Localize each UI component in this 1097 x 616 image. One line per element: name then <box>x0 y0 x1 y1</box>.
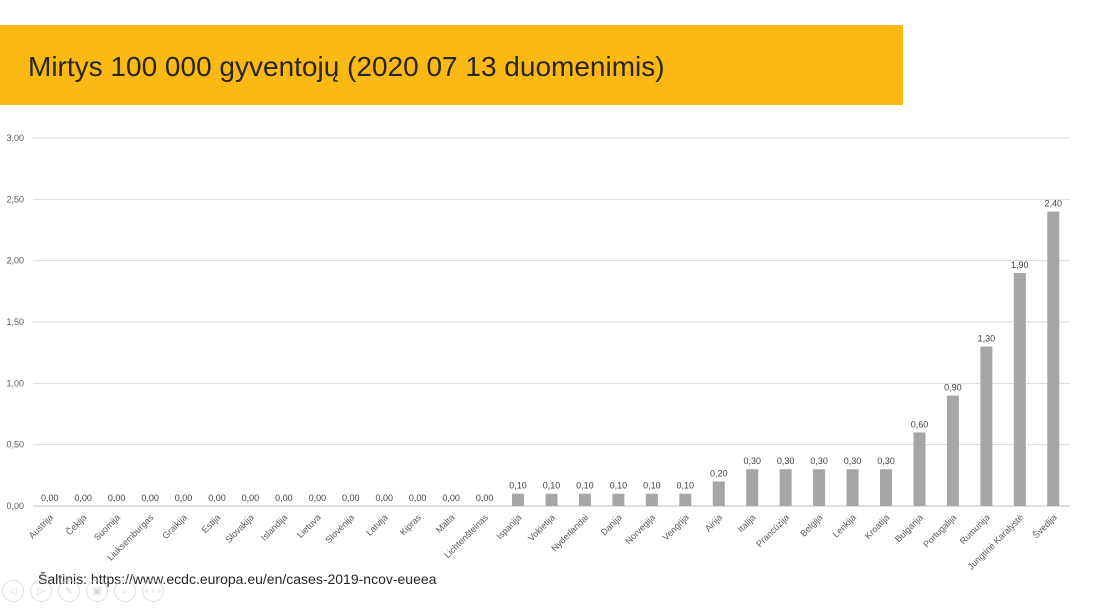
x-tick-label: Malta <box>434 512 457 535</box>
y-tick-label: 2,00 <box>6 256 24 266</box>
data-label: 0,00 <box>208 493 226 503</box>
data-label: 0,30 <box>777 456 795 466</box>
data-label: 0,30 <box>810 456 828 466</box>
x-tick-label: Airija <box>703 512 724 533</box>
zoom-icon[interactable]: ⌕ <box>114 580 136 602</box>
data-label: 0,00 <box>442 493 460 503</box>
data-label: 0,00 <box>409 493 427 503</box>
more-options-icon[interactable]: ∘∘∘ <box>142 580 164 602</box>
data-label: 0,00 <box>476 493 494 503</box>
x-tick-label: Graikija <box>160 512 189 541</box>
x-tick-label: Suomija <box>92 512 122 542</box>
bar <box>1013 272 1026 506</box>
data-label: 0,30 <box>743 456 761 466</box>
data-label: 0,10 <box>509 481 527 491</box>
data-label: 1,90 <box>1011 260 1029 270</box>
y-tick-label: 1,00 <box>6 378 24 388</box>
bar <box>880 469 893 506</box>
bar <box>846 469 859 506</box>
next-slide-icon[interactable]: ▷ <box>30 580 52 602</box>
bar <box>980 346 993 506</box>
x-tick-label: Vokietija <box>526 512 557 543</box>
data-label: 1,30 <box>978 334 996 344</box>
bar <box>712 481 725 506</box>
x-tick-label: Bulgarija <box>893 512 925 544</box>
bar <box>813 469 826 506</box>
x-tick-label: Kipras <box>398 512 423 537</box>
x-tick-label: Slovakija <box>223 512 256 545</box>
bar <box>578 493 591 506</box>
x-tick-label: Čekija <box>64 512 89 537</box>
x-tick-label: Danija <box>599 512 624 537</box>
slideshow-controls: ◁ ▷ ✎ ▣ ⌕ ∘∘∘ <box>2 580 164 602</box>
data-label: 0,30 <box>877 456 895 466</box>
bar <box>779 469 792 506</box>
data-label: 0,90 <box>944 383 962 393</box>
x-tick-label: Belgija <box>798 512 824 538</box>
data-label: 0,00 <box>108 493 126 503</box>
bar <box>512 493 525 506</box>
data-label: 0,20 <box>710 468 728 478</box>
data-label: 0,00 <box>375 493 393 503</box>
data-label: 2,40 <box>1045 199 1063 209</box>
data-label: 0,10 <box>677 481 695 491</box>
bar <box>679 493 692 506</box>
y-tick-label: 1,50 <box>6 317 24 327</box>
y-tick-label: 0,50 <box>6 440 24 450</box>
slides-icon[interactable]: ▣ <box>86 580 108 602</box>
title-bar <box>0 25 903 105</box>
data-label: 0,00 <box>175 493 193 503</box>
data-label: 0,10 <box>543 481 561 491</box>
data-label: 0,10 <box>610 481 628 491</box>
source-note: Šaltinis: https://www.ecdc.europa.eu/en/… <box>38 571 437 587</box>
x-tick-label: Kroatija <box>863 512 892 541</box>
x-tick-label: Slovėnija <box>323 512 356 545</box>
x-tick-label: Islandija <box>259 512 289 542</box>
x-tick-label: Italija <box>736 512 758 534</box>
x-tick-label: Rumunija <box>958 512 992 546</box>
y-tick-label: 0,00 <box>6 501 24 511</box>
x-tick-label: Lenkija <box>831 512 858 539</box>
data-label: 0,00 <box>342 493 360 503</box>
y-tick-label: 2,50 <box>6 194 24 204</box>
bar <box>946 395 959 506</box>
bar <box>746 469 759 506</box>
x-tick-label: Lietuva <box>295 512 323 540</box>
bar <box>612 493 625 506</box>
previous-slide-icon[interactable]: ◁ <box>2 580 24 602</box>
bar <box>545 493 558 506</box>
slide-title: Mirtys 100 000 gyventojų (2020 07 13 duo… <box>28 51 665 82</box>
x-tick-label: Prancūzija <box>754 512 791 549</box>
y-tick-label: 3,00 <box>6 133 24 143</box>
data-label: 0,60 <box>911 419 929 429</box>
data-label: 0,00 <box>74 493 92 503</box>
data-label: 0,30 <box>844 456 862 466</box>
bar <box>645 493 658 506</box>
bar <box>1047 211 1060 506</box>
data-label: 0,00 <box>41 493 59 503</box>
data-label: 0,00 <box>275 493 293 503</box>
data-label: 0,00 <box>242 493 260 503</box>
x-tick-label: Ispanija <box>494 512 523 541</box>
data-label: 0,10 <box>643 481 661 491</box>
x-tick-label: Švedija <box>1031 512 1059 540</box>
pen-icon[interactable]: ✎ <box>58 580 80 602</box>
data-label: 0,00 <box>309 493 327 503</box>
x-tick-label: Austrija <box>27 512 55 540</box>
x-tick-label: Estija <box>200 512 223 535</box>
x-tick-label: Portugalija <box>921 512 958 549</box>
bar <box>913 432 926 506</box>
x-tick-label: Vengrija <box>661 512 691 542</box>
data-label: 0,00 <box>141 493 159 503</box>
data-label: 0,10 <box>576 481 594 491</box>
x-tick-label: Norvegija <box>623 512 657 546</box>
x-tick-label: Latvija <box>364 512 389 537</box>
